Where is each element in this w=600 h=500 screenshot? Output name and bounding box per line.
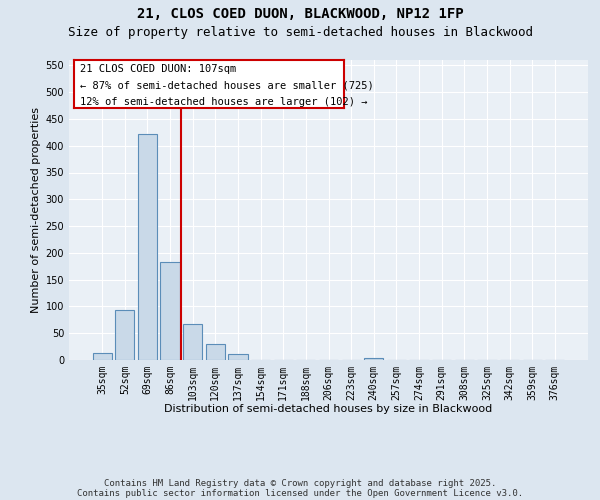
Y-axis label: Number of semi-detached properties: Number of semi-detached properties: [31, 107, 41, 313]
Text: Size of property relative to semi-detached houses in Blackwood: Size of property relative to semi-detach…: [67, 26, 533, 39]
Bar: [206, 344, 225, 360]
Text: Contains HM Land Registry data © Crown copyright and database right 2025.
Contai: Contains HM Land Registry data © Crown c…: [77, 479, 523, 498]
Bar: [160, 262, 180, 360]
Text: 21, CLOS COED DUON, BLACKWOOD, NP12 1FP: 21, CLOS COED DUON, BLACKWOOD, NP12 1FP: [137, 8, 463, 22]
Bar: [229, 354, 248, 360]
Bar: [364, 358, 383, 360]
Text: ← 87% of semi-detached houses are smaller (725): ← 87% of semi-detached houses are smalle…: [80, 80, 373, 90]
Bar: [92, 353, 112, 360]
Text: 12% of semi-detached houses are larger (102) →: 12% of semi-detached houses are larger (…: [80, 98, 367, 108]
Text: 21 CLOS COED DUON: 107sqm: 21 CLOS COED DUON: 107sqm: [80, 64, 236, 74]
Bar: [115, 310, 134, 360]
X-axis label: Distribution of semi-detached houses by size in Blackwood: Distribution of semi-detached houses by …: [164, 404, 493, 414]
Bar: [138, 134, 157, 360]
Bar: [183, 324, 202, 360]
